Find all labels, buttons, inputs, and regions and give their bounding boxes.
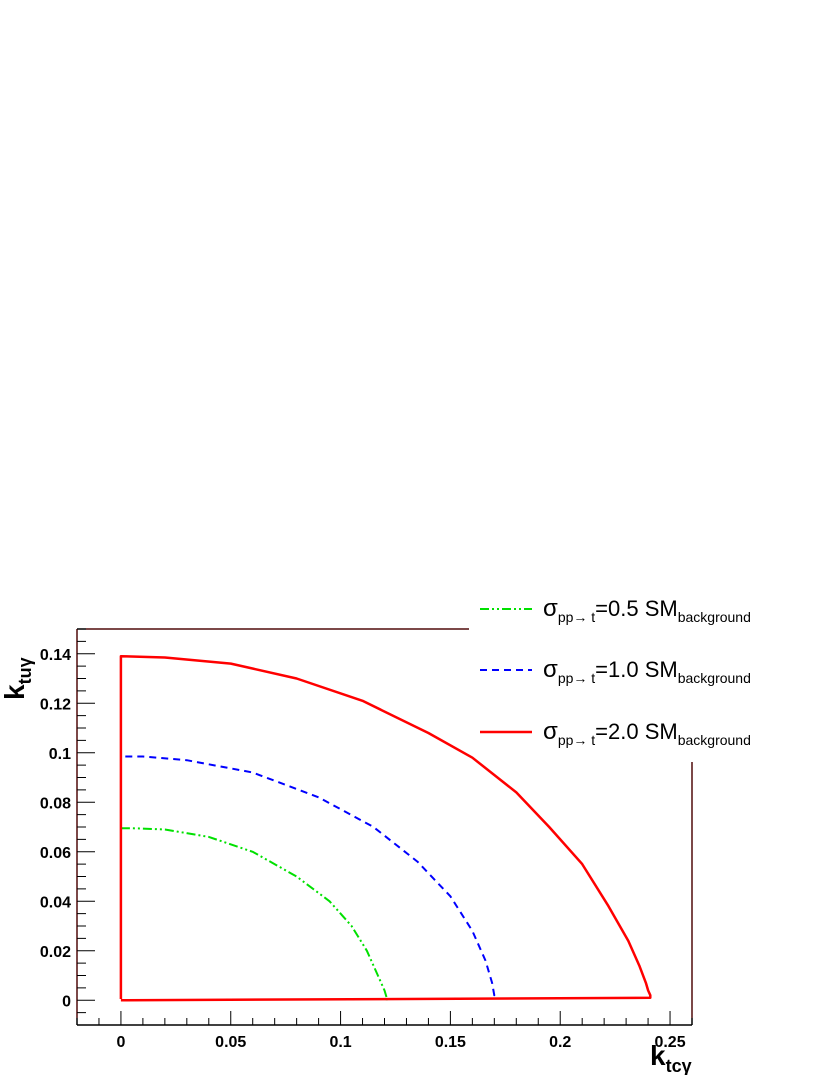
series-layer <box>119 654 652 1002</box>
series-line-1 <box>125 755 496 997</box>
x-axis-title: ktcγ <box>650 1040 692 1075</box>
legend-label-0: σpp→ t=0.5 SMbackground <box>543 595 751 625</box>
legend-label-2: σpp→ t=2.0 SMbackground <box>543 718 751 748</box>
y-tick-label: 0.12 <box>40 696 71 713</box>
y-axis-ticks: 0 0.02 0.04 0.06 0.08 0.1 0.12 0.14 <box>40 628 95 1026</box>
y-tick-label: 0.02 <box>40 944 71 961</box>
y-axis-title: ktuγ <box>0 657 35 700</box>
x-tick-label: 0 <box>116 1034 125 1051</box>
legend: σpp→ t=0.5 SMbackground σpp→ t=1.0 SMback… <box>480 595 751 748</box>
y-tick-label: 0.04 <box>40 894 71 911</box>
legend-label-1: σpp→ t=1.0 SMbackground <box>543 656 751 686</box>
x-axis-ticks: 0 0.05 0.1 0.15 0.2 0.25 <box>76 1011 693 1051</box>
y-tick-label: 0.08 <box>40 795 71 812</box>
x-tick-label: 0.15 <box>435 1034 466 1051</box>
y-tick-label: 0 <box>62 993 71 1010</box>
series-line-0 <box>120 827 388 1001</box>
x-tick-label: 0.05 <box>215 1034 246 1051</box>
x-tick-label: 0.25 <box>654 1034 685 1051</box>
series-line-2 <box>119 654 652 1002</box>
y-tick-label: 0.14 <box>40 647 71 664</box>
x-tick-label: 0.2 <box>549 1034 571 1051</box>
x-tick-label: 0.1 <box>329 1034 351 1051</box>
y-tick-label: 0.06 <box>40 845 71 862</box>
y-tick-label: 0.1 <box>49 746 71 763</box>
